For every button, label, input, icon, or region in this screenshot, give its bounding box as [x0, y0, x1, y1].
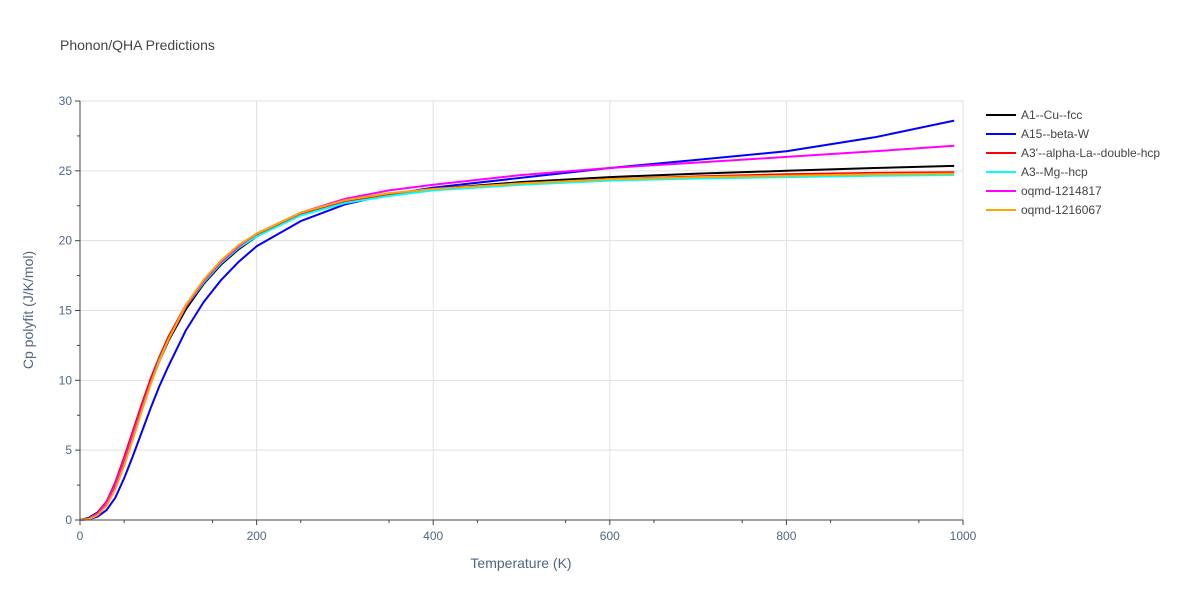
legend-item-a15-beta-w[interactable]: A15--beta-W: [986, 127, 1090, 141]
legend-label: A3--Mg--hcp: [1021, 165, 1088, 179]
series-line-a1-cu-fcc: [79, 164, 955, 521]
legend-label: A1--Cu--fcc: [1021, 108, 1082, 122]
grid: [80, 100, 964, 520]
y-tick-label: 25: [59, 164, 73, 178]
series-line-a3-mg-hcp: [79, 174, 955, 521]
legend-label: oqmd-1216067: [1021, 203, 1102, 217]
y-tick-label: 5: [65, 443, 72, 457]
legend-item-a1-cu-fcc[interactable]: A1--Cu--fcc: [986, 108, 1082, 122]
y-axis-title: Cp polyfit (J/K/mol): [20, 251, 36, 369]
x-tick-label: 1000: [950, 529, 977, 543]
x-tick-label: 600: [600, 529, 620, 543]
legend[interactable]: A1--Cu--fcc A15--beta-W A3'--alpha-La--dou…: [986, 108, 1160, 217]
legend-item-a3-mg-hcp[interactable]: A3--Mg--hcp: [986, 165, 1088, 179]
x-tick-label: 200: [247, 529, 267, 543]
x-tick-label: 400: [423, 529, 443, 543]
axes: 0 5 10 15 20 25 30 0 200 400 600 800 1000: [59, 94, 977, 543]
y-tick-label: 30: [59, 94, 73, 108]
x-tick-label: 800: [776, 529, 796, 543]
y-tick-label: 20: [59, 234, 73, 248]
chart-title: Phonon/QHA Predictions: [60, 37, 215, 53]
y-tick-label: 0: [65, 513, 72, 527]
x-axis-title: Temperature (K): [470, 555, 571, 571]
plot-area: [79, 119, 955, 521]
y-tick-label: 10: [59, 373, 73, 387]
series-line-oqmd-1214817: [79, 144, 955, 521]
legend-item-oqmd-1216067[interactable]: oqmd-1216067: [986, 203, 1102, 217]
y-tick-label: 15: [59, 304, 73, 318]
legend-label: oqmd-1214817: [1021, 184, 1102, 198]
legend-label: A15--beta-W: [1021, 127, 1090, 141]
series-line-oqmd-1216067: [79, 172, 955, 521]
legend-label: A3'--alpha-La--double-hcp: [1021, 146, 1160, 160]
series-line-a3-alpha-la-double-hcp: [79, 171, 955, 521]
series-line-a15-beta-w: [79, 119, 955, 521]
legend-item-a3-alpha-la-double-hcp[interactable]: A3'--alpha-La--double-hcp: [986, 146, 1160, 160]
legend-item-oqmd-1214817[interactable]: oqmd-1214817: [986, 184, 1102, 198]
x-tick-label: 0: [77, 529, 84, 543]
